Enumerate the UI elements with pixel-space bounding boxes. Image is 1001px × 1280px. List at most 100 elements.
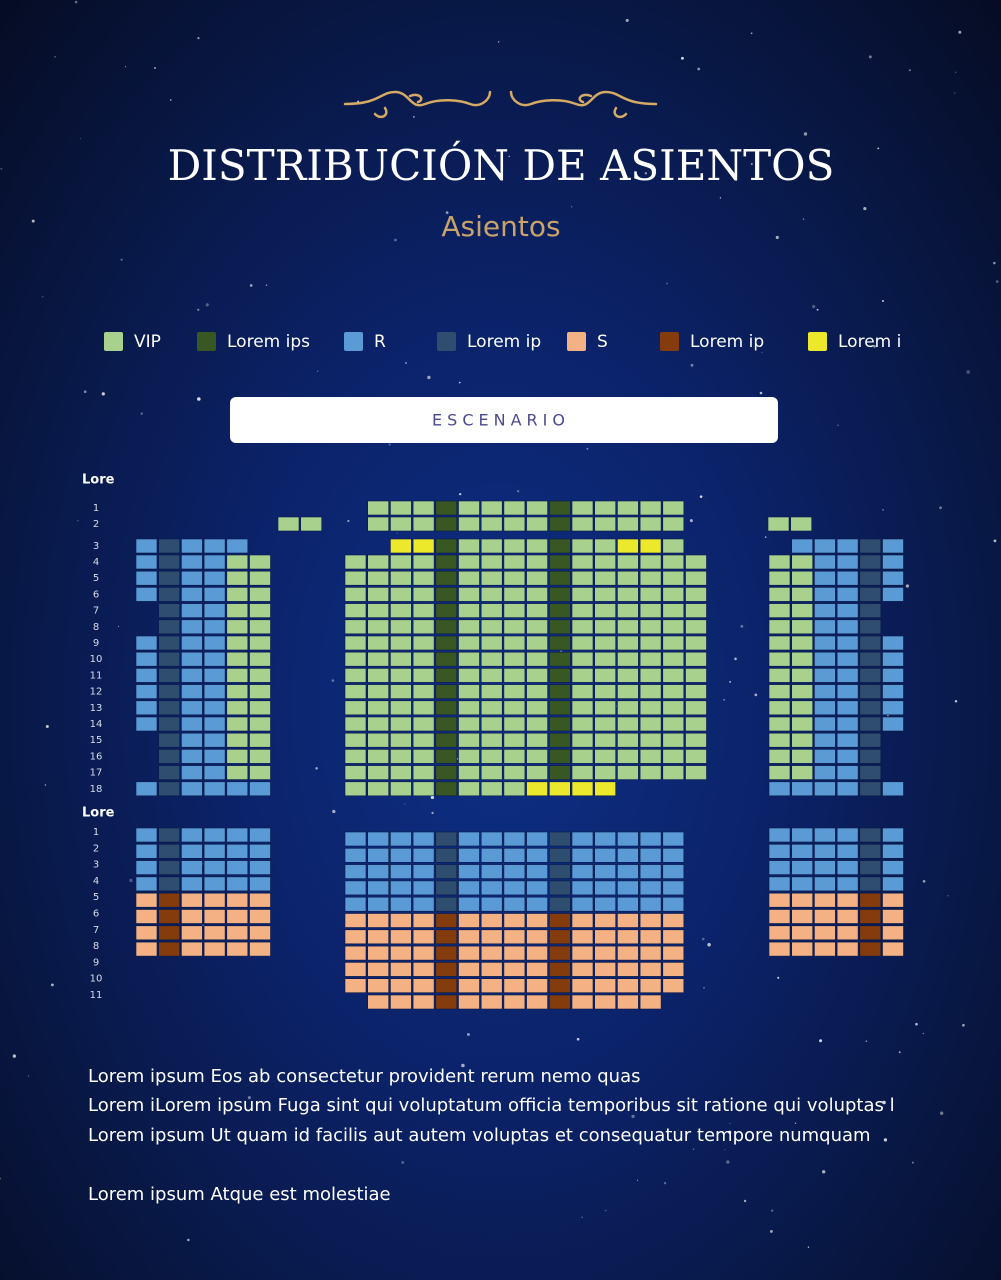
seat — [548, 896, 571, 912]
seat — [480, 554, 503, 570]
seat — [367, 603, 390, 618]
seat — [181, 843, 203, 859]
seat — [226, 603, 249, 618]
seat — [548, 668, 571, 683]
seat — [571, 978, 594, 994]
row-number: 2 — [93, 843, 99, 854]
seat — [526, 962, 548, 977]
seat — [594, 668, 617, 683]
seat — [594, 831, 617, 847]
seat — [412, 619, 435, 635]
seat — [503, 765, 526, 780]
seat — [480, 962, 503, 977]
seat — [344, 619, 367, 635]
seat — [662, 554, 685, 570]
seat — [594, 516, 617, 532]
star — [865, 1040, 868, 1042]
seat — [458, 880, 480, 896]
row-number: 3 — [93, 541, 99, 552]
seat — [836, 570, 859, 586]
seat — [480, 651, 503, 667]
star — [666, 282, 668, 285]
seat — [226, 843, 249, 859]
seat — [617, 864, 639, 879]
seat — [571, 994, 594, 1010]
seat — [435, 651, 458, 667]
seat — [685, 651, 707, 667]
legend-swatch — [104, 332, 123, 351]
seat — [249, 941, 271, 957]
seat — [203, 716, 226, 732]
seat — [480, 668, 503, 683]
seat — [836, 635, 859, 651]
star — [939, 1111, 944, 1116]
star — [77, 520, 79, 522]
seat — [836, 843, 859, 859]
row-number: 1 — [93, 503, 99, 514]
seat — [458, 945, 480, 961]
seat — [791, 765, 814, 780]
seat — [435, 781, 458, 797]
seat — [458, 668, 480, 683]
seat — [617, 603, 639, 618]
seat — [367, 700, 390, 716]
seat — [249, 619, 271, 635]
seat — [791, 538, 814, 554]
seat — [639, 635, 662, 651]
seat — [639, 880, 662, 896]
star — [456, 758, 459, 760]
seat — [768, 635, 791, 651]
star — [27, 1075, 29, 1077]
seat — [203, 651, 226, 667]
seat — [135, 941, 158, 957]
star — [962, 1023, 965, 1027]
legend-swatch — [808, 332, 827, 351]
row-number: 13 — [90, 703, 103, 714]
seat — [814, 651, 836, 667]
seat — [617, 962, 639, 977]
seat — [503, 651, 526, 667]
seat — [367, 587, 390, 602]
seat — [768, 843, 791, 859]
seat — [791, 749, 814, 764]
seat — [639, 847, 662, 863]
seat — [203, 587, 226, 602]
seat — [158, 538, 180, 554]
seat — [480, 732, 503, 748]
row-number: 7 — [93, 925, 99, 936]
seat — [412, 651, 435, 667]
seat — [639, 913, 662, 928]
seat — [859, 860, 882, 875]
star — [79, 137, 81, 140]
seat — [836, 554, 859, 570]
seat — [203, 765, 226, 780]
row-number: 7 — [93, 606, 99, 617]
seat — [458, 962, 480, 977]
seat — [662, 538, 685, 554]
seat — [768, 860, 791, 875]
star — [719, 197, 722, 199]
seat — [181, 716, 203, 732]
seat — [571, 619, 594, 635]
seat — [503, 978, 526, 994]
seat — [526, 603, 548, 618]
star — [560, 650, 563, 653]
seat — [458, 500, 480, 516]
seat — [203, 749, 226, 764]
star — [413, 116, 415, 118]
star — [388, 443, 391, 446]
star — [729, 680, 732, 683]
star — [877, 147, 880, 150]
seat — [594, 700, 617, 716]
seat — [458, 619, 480, 635]
star — [631, 1114, 635, 1119]
seat — [571, 781, 594, 797]
seat — [882, 651, 904, 667]
seat — [594, 749, 617, 764]
seat — [859, 732, 882, 748]
star — [740, 624, 744, 628]
star — [153, 66, 157, 70]
seat — [836, 876, 859, 892]
star — [911, 1161, 914, 1164]
seat — [639, 668, 662, 683]
